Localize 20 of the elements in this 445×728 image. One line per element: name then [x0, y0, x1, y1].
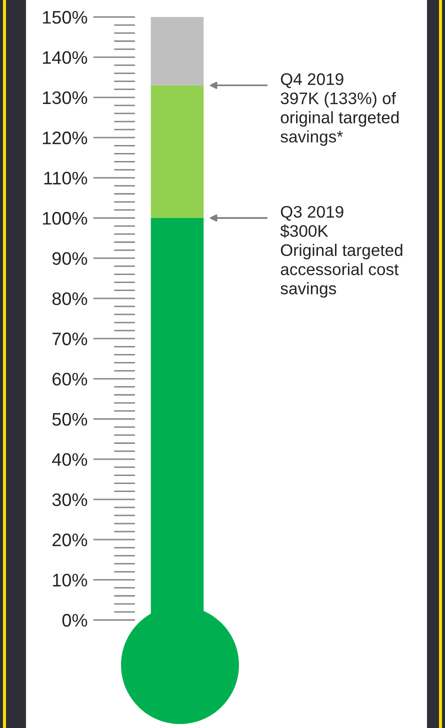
y-tick-label: 0% — [62, 614, 88, 627]
bar — [150, 85, 204, 218]
y-tick-label: 80% — [52, 292, 88, 306]
y-tick-label: 40% — [52, 453, 88, 466]
y-tick-label: 20% — [52, 534, 88, 546]
text: Q4 2019 397K (133%) of original targeted savings* — [280, 73, 399, 146]
y-tick-label: 50% — [52, 412, 88, 426]
bar — [150, 17, 204, 86]
y-tick-label: 10% — [53, 574, 88, 587]
y-tick-label: 30% — [52, 493, 88, 506]
y-tick-label: 90% — [52, 252, 88, 265]
y-tick-label: 60% — [52, 372, 88, 386]
y-tick-label: 150% — [42, 10, 88, 24]
y-tick-label: 100% — [42, 212, 88, 225]
y-tick-label: 120% — [42, 132, 88, 144]
text: Q3 2019 $300K Original targeted accessorial cost savings — [280, 206, 402, 298]
y-tick-label: 70% — [52, 332, 88, 346]
y-tick-label: 130% — [42, 91, 88, 104]
y-tick-label: 140% — [42, 51, 88, 64]
y-tick-label: 110% — [44, 172, 88, 185]
